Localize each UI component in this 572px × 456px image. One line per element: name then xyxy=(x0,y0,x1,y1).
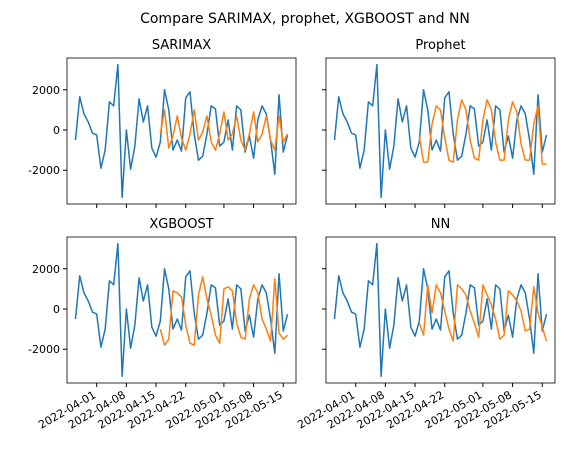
y-tick-label: -2000 xyxy=(28,164,60,177)
y-tick-label: -2000 xyxy=(28,343,60,356)
series-line xyxy=(333,63,548,199)
series-line xyxy=(418,284,548,342)
y-tick-label: 2000 xyxy=(32,84,60,97)
series-line xyxy=(333,242,548,378)
axes-title: XGBOOST xyxy=(149,217,213,232)
axes-frame xyxy=(66,57,297,205)
figure-title: Compare SARIMAX, prophet, XGBOOST and NN xyxy=(140,11,470,27)
series-line xyxy=(74,242,289,378)
axes-frame xyxy=(325,236,556,384)
axes-title: SARIMAX xyxy=(152,38,211,53)
y-tick-label: 0 xyxy=(53,124,60,137)
series-line xyxy=(159,276,289,346)
axes-frame xyxy=(66,236,297,384)
y-tick-label: 0 xyxy=(53,303,60,316)
axes-title: Prophet xyxy=(415,38,465,53)
series-line xyxy=(159,109,289,151)
series-line xyxy=(74,63,289,199)
axes-title: NN xyxy=(431,217,450,232)
series-line xyxy=(418,99,547,165)
y-tick-label: 2000 xyxy=(32,263,60,276)
axes-frame xyxy=(325,57,556,205)
